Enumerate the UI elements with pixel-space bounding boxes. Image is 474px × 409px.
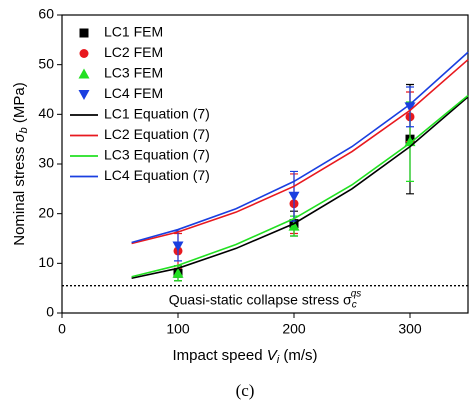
legend-swatch bbox=[78, 68, 90, 79]
y-axis-label: Nominal stress σb (MPa) bbox=[11, 82, 30, 246]
y-tick-label: 20 bbox=[38, 204, 54, 220]
y-label-part: σ bbox=[11, 132, 28, 142]
legend-swatch bbox=[78, 90, 90, 100]
legend-swatch bbox=[79, 49, 89, 58]
marker bbox=[404, 102, 416, 113]
y-tick-label: 10 bbox=[38, 254, 54, 270]
marker bbox=[288, 191, 300, 202]
x-tick-label: 300 bbox=[398, 321, 422, 337]
legend-label: LC2 Equation (7) bbox=[104, 126, 210, 142]
x-label-part: Impact speed bbox=[172, 347, 266, 364]
legend-swatch bbox=[79, 28, 89, 38]
caption: (c) bbox=[236, 381, 255, 400]
marker bbox=[288, 220, 300, 231]
y-tick-label: 60 bbox=[38, 6, 54, 22]
equation-line bbox=[131, 51, 469, 244]
x-tick-label: 200 bbox=[282, 321, 306, 337]
reference-label: Quasi-static collapse stress σcqs bbox=[169, 288, 362, 310]
legend-label: LC1 FEM bbox=[104, 24, 163, 40]
x-label-part: i bbox=[277, 354, 280, 366]
marker bbox=[172, 241, 184, 252]
y-label-part: Nominal stress bbox=[11, 142, 28, 245]
x-axis-label: Impact speed Vi (m/s) bbox=[172, 347, 317, 366]
legend-label: LC2 FEM bbox=[104, 44, 163, 60]
equation-line bbox=[131, 59, 469, 245]
reference-label-part: c bbox=[352, 299, 357, 310]
reference-label-part: Quasi-static collapse stress σ bbox=[169, 291, 352, 307]
equation-line bbox=[131, 94, 469, 278]
x-label-part: (m/s) bbox=[279, 347, 317, 364]
legend-label: LC1 Equation (7) bbox=[104, 106, 210, 122]
legend-label: LC4 FEM bbox=[104, 85, 163, 101]
legend-label: LC3 Equation (7) bbox=[104, 147, 210, 163]
legend-label: LC3 FEM bbox=[104, 65, 163, 81]
y-tick-label: 0 bbox=[46, 304, 54, 320]
x-label-part: V bbox=[267, 347, 279, 364]
x-tick-label: 0 bbox=[58, 321, 66, 337]
y-label-part: b bbox=[18, 127, 30, 133]
marker bbox=[172, 267, 184, 278]
legend-label: LC4 Equation (7) bbox=[104, 167, 210, 183]
x-tick-label: 100 bbox=[166, 321, 190, 337]
y-tick-label: 50 bbox=[38, 55, 54, 71]
y-tick-label: 30 bbox=[38, 155, 54, 171]
reference-label-part: qs bbox=[351, 288, 362, 299]
y-label-part: (MPa) bbox=[11, 82, 28, 127]
y-tick-label: 40 bbox=[38, 105, 54, 121]
equation-line bbox=[131, 96, 469, 280]
